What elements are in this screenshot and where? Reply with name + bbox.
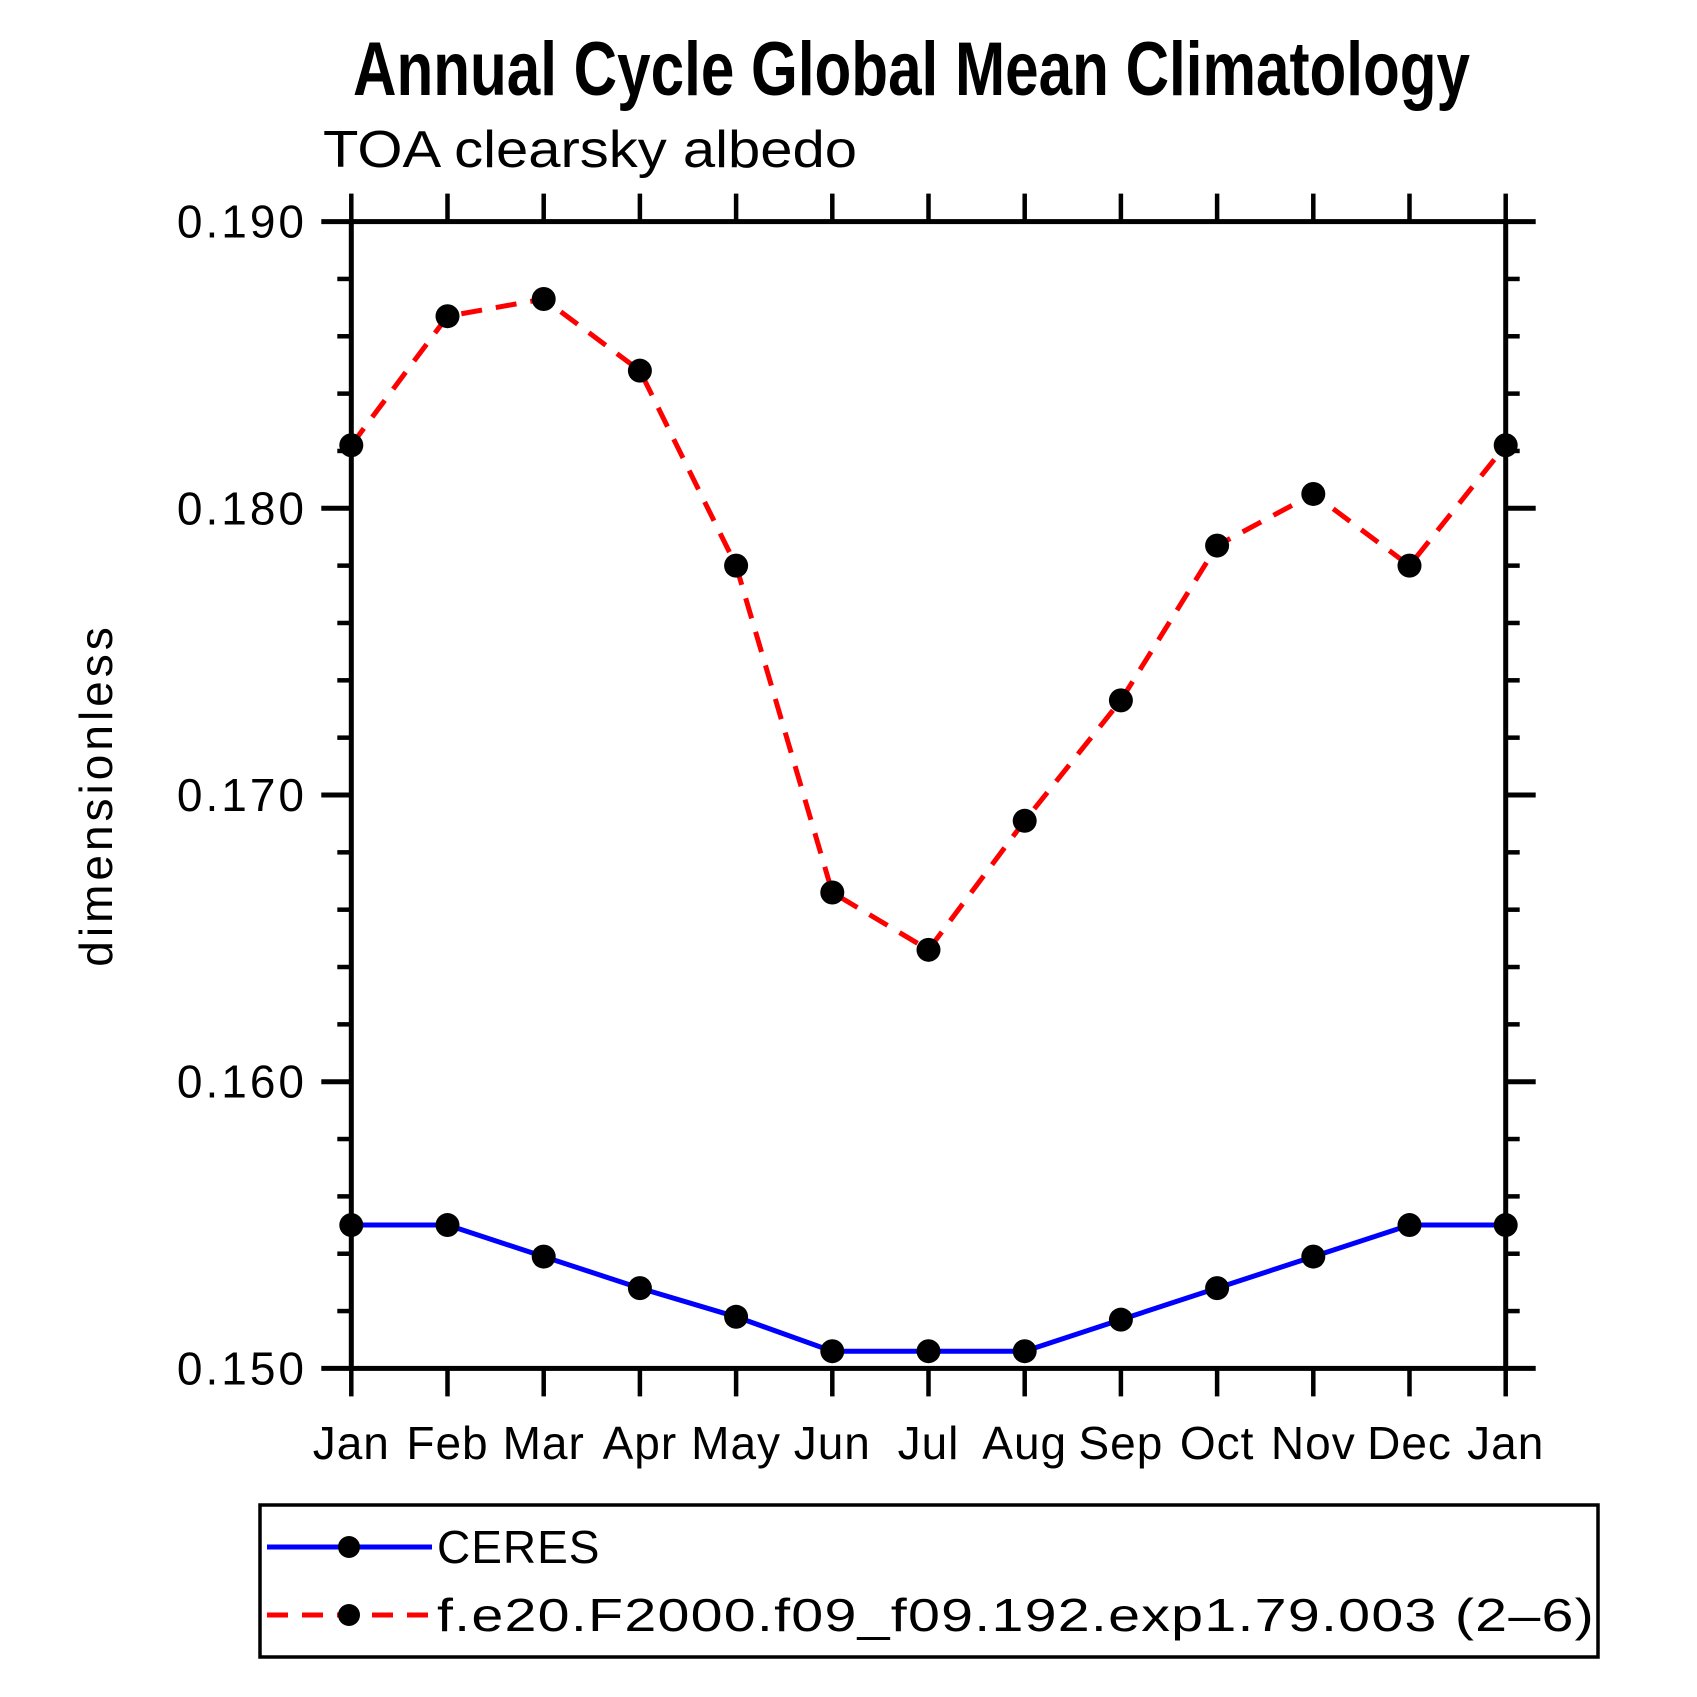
x-tick-label: Mar	[503, 1417, 585, 1469]
model-point	[1012, 808, 1037, 833]
y-axis-title: dimensionless	[70, 623, 122, 966]
y-tick-label: 0.180	[177, 482, 307, 534]
y-tick-label: 0.150	[177, 1342, 307, 1394]
model-line	[349, 296, 1508, 954]
model-point	[1397, 553, 1422, 578]
model-point	[820, 880, 845, 905]
ceres-point	[1205, 1276, 1230, 1301]
legend-ceres-label: CERES	[437, 1521, 600, 1573]
legend-model-label: f.e20.F2000.f09_f09.192.exp1.79.003 (2–6…	[437, 1589, 1595, 1641]
ceres-point	[339, 1213, 364, 1238]
ceres-point	[627, 1276, 652, 1301]
ceres-point	[916, 1339, 941, 1364]
plot-frame	[348, 219, 1509, 1371]
x-tick-label: Nov	[1271, 1417, 1356, 1469]
ceres-point	[435, 1213, 460, 1238]
x-tick-label: Feb	[406, 1417, 488, 1469]
model-point	[1108, 688, 1133, 713]
ceres-point	[1301, 1244, 1326, 1269]
x-tick-label: Jul	[898, 1417, 960, 1469]
model-point	[724, 553, 749, 578]
ceres-line	[351, 1222, 1506, 1354]
plot-area: Jan Feb Mar Apr May Jun Jul Aug Sep Oct Nov Dec Jan0…	[177, 193, 1544, 1469]
model-point	[1301, 481, 1326, 506]
x-tick-label: Dec	[1367, 1417, 1452, 1469]
y-tick-label: 0.170	[177, 769, 307, 821]
legend: CERES f.e20.F2000.f09_f09.192.exp1.79.00…	[258, 1503, 1600, 1659]
x-tick-label: Oct	[1180, 1417, 1255, 1469]
x-tick-label: Jan	[313, 1417, 390, 1469]
model-point	[1205, 533, 1230, 558]
ceres-point	[1493, 1213, 1518, 1238]
model-point	[435, 304, 460, 329]
model-point	[916, 937, 941, 962]
x-tick-label: May	[691, 1417, 781, 1469]
ceres-point	[531, 1244, 556, 1269]
x-tick-label: Apr	[603, 1417, 678, 1469]
legend-model-marker-icon	[338, 1604, 360, 1626]
chart-subtitle: TOA clearsky albedo	[323, 121, 857, 179]
ceres-point	[1108, 1307, 1133, 1332]
model-point	[1493, 433, 1518, 458]
x-tick-label: Jun	[794, 1417, 871, 1469]
ceres-point	[724, 1304, 749, 1329]
x-tick-label: Aug	[982, 1417, 1067, 1469]
model-point	[531, 287, 556, 312]
ceres-point	[1397, 1213, 1422, 1238]
y-tick-label: 0.160	[177, 1056, 307, 1108]
model-point	[339, 433, 364, 458]
legend-ceres-marker-icon	[338, 1536, 360, 1558]
ceres-point	[1012, 1339, 1037, 1364]
x-tick-label: Sep	[1078, 1417, 1163, 1469]
ceres-point	[820, 1339, 845, 1364]
model-point	[627, 358, 652, 383]
x-tick-label: Jan	[1467, 1417, 1544, 1469]
chart-title: Annual Cycle Global Mean Climatology	[353, 27, 1470, 112]
legend-box	[258, 1503, 1600, 1659]
y-tick-label: 0.190	[177, 196, 307, 248]
